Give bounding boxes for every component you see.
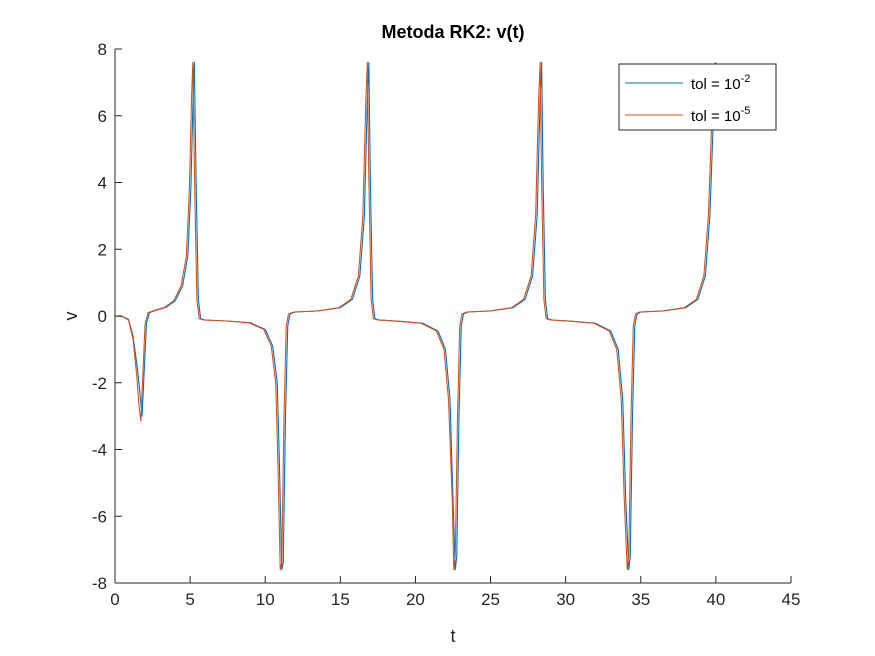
legend: tol = 10-2 tol = 10-5 bbox=[618, 63, 777, 131]
y-tick-label: -6 bbox=[92, 507, 107, 526]
y-tick-label: -4 bbox=[92, 441, 107, 460]
ticks-layer: 0 5 10 15 20 25 30 35 40 45 -8 -6 -4 -2 0 2 4 6 8 bbox=[92, 40, 801, 609]
y-tick-label: 4 bbox=[98, 174, 107, 193]
x-axis-title: t bbox=[450, 626, 455, 646]
x-tick-label: 30 bbox=[556, 590, 575, 609]
x-tick-label: 25 bbox=[481, 590, 500, 609]
legend-label-1: tol = 10-2 bbox=[691, 73, 750, 93]
legend-box bbox=[618, 63, 777, 131]
legend-label-2: tol = 10-5 bbox=[691, 105, 750, 125]
y-tick-label: 6 bbox=[98, 107, 107, 126]
y-tick-label: 8 bbox=[98, 40, 107, 59]
y-tick-label: -8 bbox=[92, 574, 107, 593]
x-tick-label: 15 bbox=[331, 590, 350, 609]
series-layer bbox=[114, 61, 717, 571]
x-tick-label: 40 bbox=[706, 590, 725, 609]
x-tick-label: 5 bbox=[185, 590, 194, 609]
y-tick-label: -2 bbox=[92, 374, 107, 393]
y-axis-title: v bbox=[61, 312, 81, 321]
x-tick-label: 10 bbox=[256, 590, 275, 609]
chart-title: Metoda RK2: v(t) bbox=[382, 22, 525, 42]
x-tick-label: 0 bbox=[110, 590, 119, 609]
y-tick-label: 2 bbox=[98, 240, 107, 259]
x-tick-label: 20 bbox=[406, 590, 425, 609]
x-tick-label: 45 bbox=[782, 590, 801, 609]
y-tick-label: 0 bbox=[98, 307, 107, 326]
series-line-2 bbox=[114, 61, 716, 571]
x-tick-label: 35 bbox=[631, 590, 650, 609]
